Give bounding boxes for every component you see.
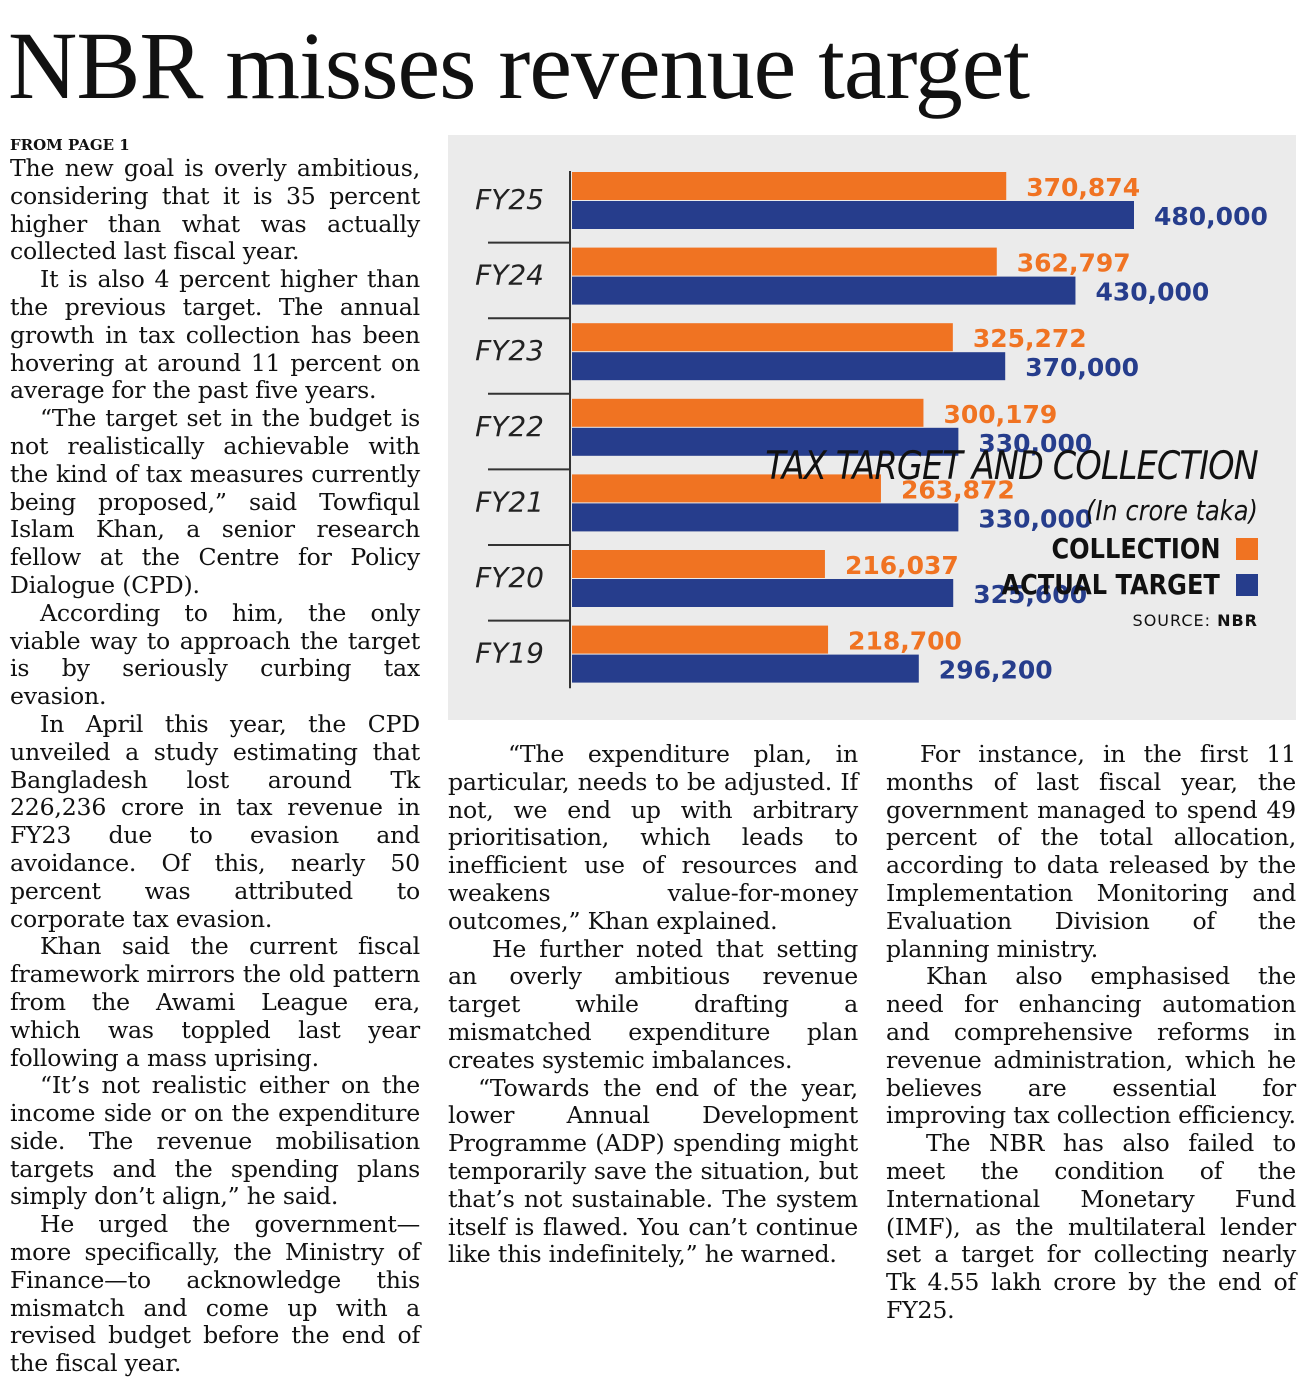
- paragraph: “The expenditure plan, in particular, ne…: [448, 740, 858, 935]
- bar-value-label: 480,000: [1154, 202, 1268, 231]
- article-column-3: For instance, in the first 11 months of …: [886, 740, 1296, 1325]
- bar-collection: [572, 172, 1007, 200]
- chart-title: TAX TARGET AND COLLECTION: [765, 444, 1259, 489]
- source-value: NBR: [1217, 611, 1258, 630]
- category-label: FY25: [475, 183, 544, 216]
- paragraph: Khan also emphasised the need for enhanc…: [886, 962, 1296, 1130]
- legend-item-actual-target: ACTUAL TARGET: [685, 567, 1258, 603]
- bar-collection: [572, 550, 825, 578]
- legend-item-collection: COLLECTION: [685, 531, 1258, 567]
- bar-value-label: 362,797: [1017, 249, 1131, 278]
- bar-actual-target: [572, 579, 954, 607]
- bar-actual-target: [572, 503, 959, 532]
- paragraph: In April this year, the CPD unveiled a s…: [10, 709, 420, 933]
- bar-value-label: 216,037: [845, 551, 959, 580]
- category-label: FY19: [475, 637, 544, 670]
- paragraph: According to him, the only viable way to…: [10, 598, 420, 711]
- bar-value-label: 263,872: [901, 475, 1015, 504]
- bar-value-label: 325,272: [973, 324, 1087, 353]
- category-label: FY24: [475, 259, 544, 292]
- paragraph: For instance, in the first 11 months of …: [886, 740, 1296, 963]
- paragraph: Khan said the current fiscal framework m…: [10, 932, 420, 1072]
- paragraph: He urged the government—more specificall…: [10, 1210, 420, 1378]
- bar-value-label: 296,200: [939, 656, 1053, 685]
- article-column-1: FROM PAGE 1 The new goal is overly ambit…: [10, 135, 420, 1378]
- chart-subtitle: (In crore taka): [1086, 494, 1258, 527]
- chart-source: SOURCE: NBR: [685, 611, 1258, 630]
- article-column-2: “The expenditure plan, in particular, ne…: [448, 740, 858, 1269]
- legend-swatch: [1236, 574, 1258, 596]
- bar-value-label: 430,000: [1095, 278, 1209, 307]
- chart-legend-block: TAX TARGET AND COLLECTION (In crore taka…: [685, 443, 1259, 630]
- bar-value-label: 218,700: [848, 627, 962, 656]
- headline: NBR misses revenue target: [8, 12, 1030, 119]
- bar-collection: [572, 398, 924, 427]
- bar-value-label: 300,179: [943, 400, 1057, 429]
- category-label: FY20: [475, 561, 544, 594]
- category-label: FY23: [475, 334, 544, 367]
- bar-actual-target: [572, 201, 1134, 229]
- bar-value-label: 370,000: [1025, 353, 1139, 382]
- bar-value-label: 330,000: [978, 504, 1092, 533]
- paragraph: He further noted that setting an overly …: [448, 934, 858, 1074]
- paragraph: “It’s not realistic either on the income…: [10, 1071, 420, 1211]
- bar-value-label: 325,600: [973, 580, 1087, 609]
- category-label: FY21: [475, 485, 544, 518]
- bar-collection: [572, 625, 829, 654]
- bar-collection: [572, 323, 953, 352]
- bar-actual-target: [572, 276, 1076, 305]
- paragraph: “Towards the end of the year, lower Annu…: [448, 1073, 858, 1269]
- bar-actual-target: [572, 427, 959, 456]
- legend-label: ACTUAL TARGET: [1001, 568, 1220, 601]
- kicker: FROM PAGE 1: [10, 136, 130, 154]
- bar-actual-target: [572, 352, 1006, 381]
- legend-swatch: [1236, 538, 1258, 560]
- paragraph: The NBR has also failed to meet the cond…: [886, 1129, 1296, 1324]
- bar-value-label: 330,000: [978, 429, 1092, 458]
- category-label: FY22: [475, 410, 544, 443]
- paragraph: It is also 4 percent higher than the pre…: [10, 265, 420, 405]
- bar-collection: [572, 247, 997, 276]
- source-label: SOURCE:: [1132, 611, 1211, 630]
- legend-label: COLLECTION: [1051, 532, 1220, 565]
- bar-actual-target: [572, 654, 919, 683]
- bar-value-label: 370,874: [1026, 173, 1140, 202]
- tax-chart: FY25 370,874 480,000 FY24 362,797 430,000 FY23…: [448, 135, 1296, 720]
- paragraph: The new goal is overly ambitious, consid…: [10, 154, 420, 266]
- paragraph: “The target set in the budget is not rea…: [10, 404, 420, 599]
- bar-collection: [572, 474, 881, 503]
